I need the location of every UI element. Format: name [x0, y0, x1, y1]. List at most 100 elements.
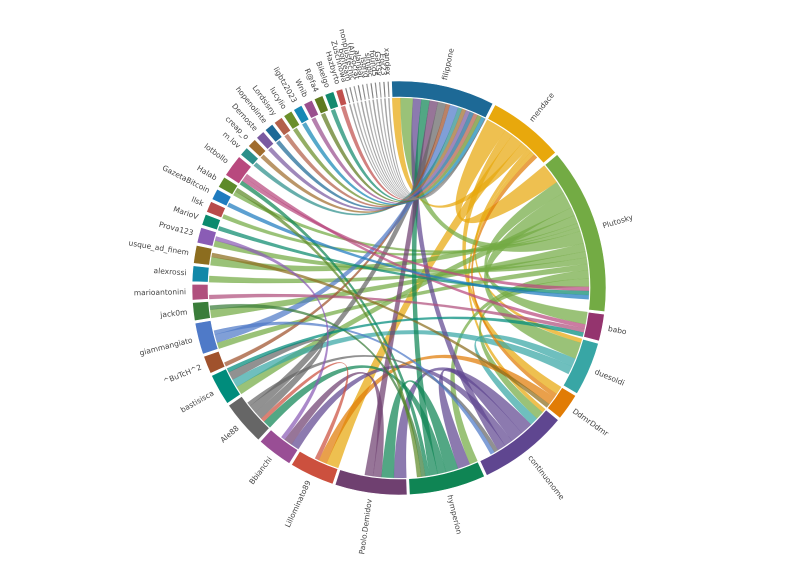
ribbon-Lillominato89-Ale88 [260, 362, 349, 461]
group-label-Paolo.Demidov: Paolo.Demidov [357, 498, 374, 555]
ribbon-Lordsisny-filippone [284, 113, 478, 208]
group-label-Prova123: Prova123 [158, 220, 195, 238]
group-label-found5: found5 [368, 50, 380, 77]
group-arc-(AI)Socrat [357, 84, 363, 102]
ribbon-usque_ad_finem-DdmrDdmr [211, 252, 550, 408]
group-arc-Dernoste [256, 131, 275, 150]
ribbon-Ale88-bastisisca [228, 339, 323, 419]
ribbon-Eor23-filippone [384, 98, 486, 199]
arcs-layer [191, 80, 607, 496]
group-label-Gattsy: Gattsy [373, 51, 384, 77]
ribbon-m.lov-filippone [253, 107, 463, 216]
group-arc-Ale88 [228, 396, 270, 441]
group-arc-llsk [206, 201, 226, 219]
group-label-bastisisca: bastisisca [179, 388, 216, 414]
group-arc-R@fa4 [313, 95, 329, 115]
ribbon-Prova123-Bbianchi [214, 236, 329, 440]
group-label-Eor23: Eor23 [378, 53, 389, 76]
group-arc-lotbollo [225, 156, 252, 185]
group-arc-Lordsisny [273, 117, 292, 136]
ribbon-nonplustecnic-filippone [356, 102, 486, 200]
group-arc-bonteam [348, 86, 355, 104]
group-arc-babo [583, 311, 605, 342]
ribbons-layer [208, 97, 590, 479]
group-arc-giammangiato [194, 320, 219, 355]
ribbon-ligbtz2023-filippone [301, 116, 486, 205]
group-label-Bbianchi: Bbianchi [247, 455, 274, 486]
ribbon-Plutosky-Prova123 [213, 240, 588, 273]
ribbon-(AI)Socrat-filippone [360, 101, 486, 200]
group-label-marioantonini: marioantonini [134, 287, 186, 297]
ribbon-DdmrDdmr-mendace [471, 154, 557, 398]
group-arc-xandex [386, 80, 391, 98]
group-label-giammangiato: giammangiato [139, 335, 194, 357]
ribbon-Wnib-filippone [311, 117, 486, 204]
ribbon-MarioV-Plutosky [217, 225, 590, 296]
group-label-DdmrDdmr: DdmrDdmr [571, 407, 611, 439]
ribbon-giammangiato-continuonome [213, 321, 495, 455]
group-arc-GazetaBitcoin [211, 188, 232, 207]
group-label-babo: babo [607, 324, 627, 337]
ribbon-jack0m-hymperion [209, 303, 426, 477]
ribbon-GazetaBitcoin-Plutosky [227, 202, 590, 300]
ribbon-Bikelgo-filippone [330, 108, 486, 202]
group-arc-bastisisca [211, 368, 241, 404]
group-arc-found5 [374, 81, 379, 99]
group-arc-continuonome [479, 409, 559, 476]
ribbon-xandex-filippone [387, 98, 486, 199]
group-arc-lucylio [283, 110, 301, 130]
group-arc-marioantonini [191, 283, 209, 301]
group-arc-Prova123 [196, 227, 217, 247]
group-label-^BuTcH^2: ^BuTcH^2 [162, 363, 203, 386]
group-label-MarioV: MarioV [172, 204, 200, 221]
ribbon-hymperion-Paolo.Demidov [381, 380, 459, 479]
ribbon-found5-filippone [376, 98, 486, 199]
group-arc-jack0m [192, 301, 211, 322]
ribbon-mendace-Plutosky [455, 119, 558, 224]
ribbon-lucylio-filippone [292, 114, 482, 206]
group-arc-nonplustecnic [352, 85, 359, 103]
ribbon-simpic-filippone [372, 99, 486, 199]
group-arc-creap_o [247, 139, 267, 158]
group-arc-^BuTcH^2 [203, 350, 226, 374]
ribbon-duesoldi-continuonome [474, 334, 576, 425]
group-label-continuonome: continuonome [526, 453, 566, 501]
group-arc-Plutosky [544, 154, 607, 313]
group-arc-Wnib [303, 99, 320, 119]
group-label-filippone: filippone [440, 47, 456, 81]
group-arc-Isbrid [365, 83, 371, 100]
group-label-usque_ad_finem: usque_ad_finem [128, 238, 190, 257]
group-arc-usque_ad_finem [193, 244, 213, 266]
group-label-Isbrid: Isbrid [359, 56, 371, 78]
ribbon-bonteam-filippone [352, 103, 486, 200]
group-arc-hymperion [408, 461, 485, 496]
ribbon-^BuTcH^2-filippone [223, 103, 451, 367]
ribbon-Zuschnowa-filippone [348, 104, 486, 201]
ribbon-R@fa4-filippone [320, 112, 486, 203]
group-label-jack0m: jack0m [159, 307, 188, 319]
group-arc-mendace [487, 104, 557, 164]
ribbon-continuonome-hymperion [438, 368, 523, 469]
group-label-Lillominato89: Lillominato89 [283, 479, 313, 529]
ribbon-Hazbyrto-filippone [340, 105, 486, 201]
ribbon-lotbollo-babo [244, 173, 586, 329]
group-arc-MarioV [201, 213, 221, 231]
group-arc-Paolo.Demidov [334, 469, 408, 496]
group-arc-ligbtz2023 [293, 104, 310, 125]
ribbon-Halab-hymperion [235, 187, 422, 478]
group-label-llsk: llsk [190, 195, 206, 208]
ribbon-Plutosky-babo [484, 181, 588, 325]
ribbon-Gattsy-filippone [380, 98, 486, 199]
group-label-mendace: mendace [527, 90, 556, 123]
group-label-Ale88: Ale88 [219, 424, 241, 445]
group-label-alexrossi: alexrossi [153, 266, 187, 277]
ribbon-hopenolinte-filippone [275, 111, 475, 209]
group-arc-Gattsy [378, 81, 383, 99]
group-arc-duesoldi [562, 338, 599, 395]
group-arc-Lillominato89 [291, 450, 339, 485]
group-arc-Eor23 [382, 81, 387, 98]
group-label-lotbollo: lotbollo [203, 142, 231, 166]
ribbon-giammangiato-filippone [214, 104, 459, 343]
